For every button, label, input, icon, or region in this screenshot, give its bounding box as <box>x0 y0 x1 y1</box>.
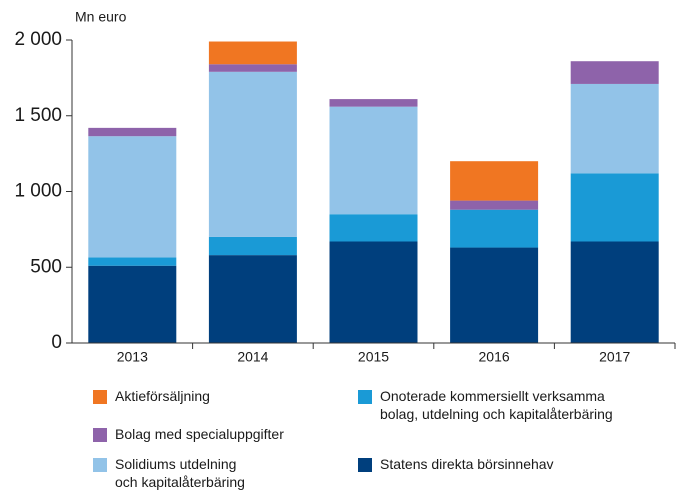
legend-swatch <box>93 428 107 442</box>
y-tick-label: 0 <box>51 332 62 353</box>
y-tick-label: 1 500 <box>14 105 62 126</box>
x-tick-label: 2016 <box>479 349 510 365</box>
bar-segment <box>208 236 297 256</box>
legend-label: Aktieförsäljning <box>115 388 210 404</box>
bar-segment <box>570 61 659 84</box>
y-axis-label: Mn euro <box>75 9 127 25</box>
bar-segment <box>570 241 659 343</box>
bar-segment <box>88 127 177 137</box>
legend-label: Onoterade kommersiellt verksamma bolag, u… <box>380 388 613 422</box>
legend-label: Solidiums utdelning och kapitalåterbäring <box>115 456 245 490</box>
bar-segment <box>208 255 297 343</box>
y-tick-label: 1 000 <box>14 181 62 202</box>
bar-segment <box>450 247 539 343</box>
legend-label: Statens direkta börsinnehav <box>380 456 554 472</box>
legend-label: Bolag med specialuppgifter <box>115 426 284 442</box>
bar-segment <box>329 241 418 343</box>
bar-segment <box>570 173 659 242</box>
bar-segment <box>88 265 177 343</box>
x-tick-label: 2013 <box>117 349 148 365</box>
bar-segment <box>329 106 418 215</box>
bar-segment <box>208 64 297 72</box>
legend-swatch <box>358 390 372 404</box>
y-tick-label: 2 000 <box>14 29 62 50</box>
x-tick-label: 2017 <box>599 349 630 365</box>
x-tick-label: 2014 <box>237 349 268 365</box>
x-tick-label: 2015 <box>358 349 389 365</box>
bar-segment <box>88 257 177 266</box>
bar-segment <box>450 200 539 210</box>
legend-swatch <box>358 458 372 472</box>
bar-segment <box>329 214 418 242</box>
bar-segment <box>208 71 297 237</box>
y-tick-label: 500 <box>30 256 62 277</box>
legend-swatch <box>93 390 107 404</box>
bar-segment <box>450 209 539 248</box>
legend-swatch <box>93 458 107 472</box>
bar-segment <box>570 83 659 174</box>
bar-segment <box>450 161 539 201</box>
bar-segment <box>329 99 418 107</box>
bar-segment <box>88 136 177 258</box>
bar-segment <box>208 41 297 65</box>
